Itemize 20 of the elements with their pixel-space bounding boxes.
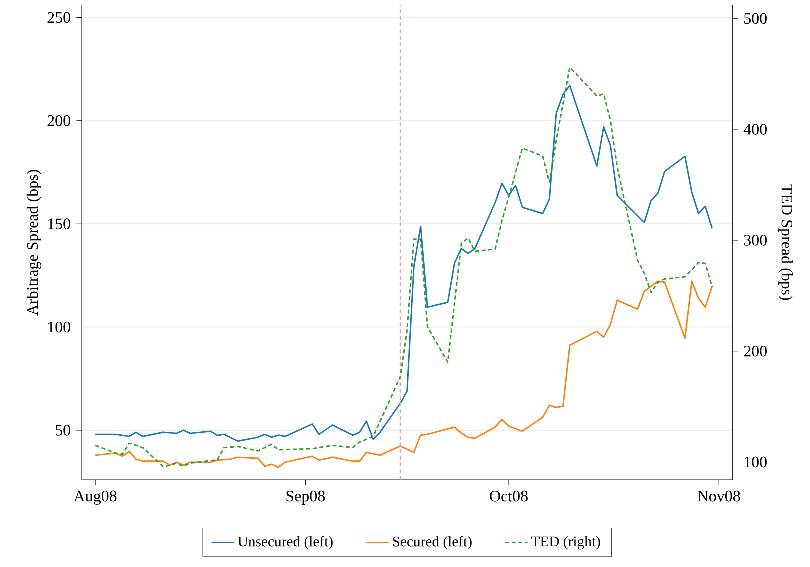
x-tick-label: Sep08 — [286, 490, 326, 505]
y2-tick-label: 100 — [745, 456, 767, 468]
y2-tick-label: 500 — [744, 13, 767, 24]
y-tick-label: 50 — [56, 425, 70, 436]
x-tick-label: Oct08 — [490, 490, 528, 502]
y2-tick-label: 300 — [744, 235, 767, 246]
y-tick-label: 150 — [48, 218, 70, 230]
legend-label: TED (right) — [532, 536, 600, 550]
y2-tick-label: 400 — [744, 124, 767, 135]
y-tick-label: 250 — [48, 12, 70, 24]
line-series — [94, 280, 714, 468]
x-tick-label: Aug08 — [74, 490, 117, 506]
y-tick-label: 100 — [48, 322, 70, 333]
y-tick-label: 200 — [48, 115, 70, 126]
legend-label: Secured (left) — [393, 536, 472, 550]
y-axis-title: Arbitrage Spread (bps) — [26, 170, 42, 316]
y2-axis-title: TED Spread (bps) — [778, 184, 794, 300]
legend-label: Unsecured (left) — [238, 536, 333, 550]
y2-tick-label: 200 — [744, 346, 767, 357]
x-tick-label: Nov08 — [698, 490, 740, 502]
